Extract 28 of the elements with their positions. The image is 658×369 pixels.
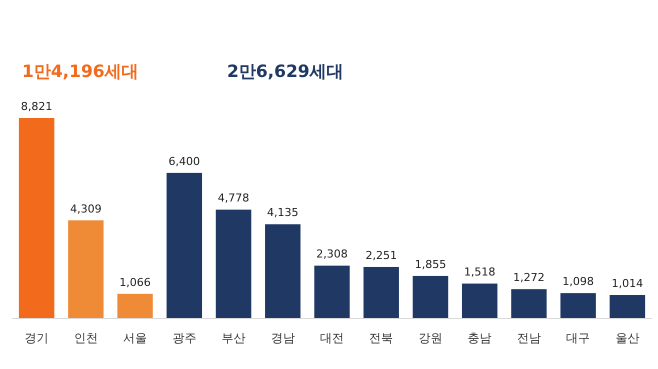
data-label: 8,821 (20, 100, 52, 113)
data-label: 1,855 (414, 258, 446, 271)
x-tick-label: 전남 (516, 331, 541, 345)
x-tick-label: 광주 (172, 331, 196, 345)
x-tick-label: 전북 (369, 331, 394, 345)
x-tick-label: 인천 (74, 331, 98, 345)
data-label: 1,098 (562, 275, 594, 288)
data-label: 1,014 (612, 277, 644, 290)
x-tick-label: 경기 (24, 331, 49, 345)
x-tick-label: 서울 (123, 331, 148, 345)
text: 1만4,196세대 (22, 62, 139, 82)
data-label: 6,400 (168, 154, 200, 168)
x-tick-label: 울산 (615, 331, 640, 345)
x-tick-label: 강원 (418, 331, 442, 345)
text: 2만6,629세대 (227, 62, 344, 82)
x-tick-label: 대전 (320, 331, 344, 345)
data-label: 1,518 (464, 266, 496, 279)
x-tick-label: 경남 (270, 331, 295, 345)
x-tick-label: 부산 (222, 331, 246, 345)
data-label: 4,309 (70, 202, 102, 216)
x-tick-label: 충남 (468, 331, 492, 345)
x-tick-label: 대구 (566, 331, 590, 345)
data-label: 2,251 (365, 248, 397, 262)
data-label: 1,272 (513, 271, 545, 284)
data-label: 1,066 (119, 276, 151, 289)
data-label: 4,778 (218, 192, 250, 205)
data-label: 2,308 (316, 248, 348, 261)
data-label: 4,135 (267, 206, 299, 220)
